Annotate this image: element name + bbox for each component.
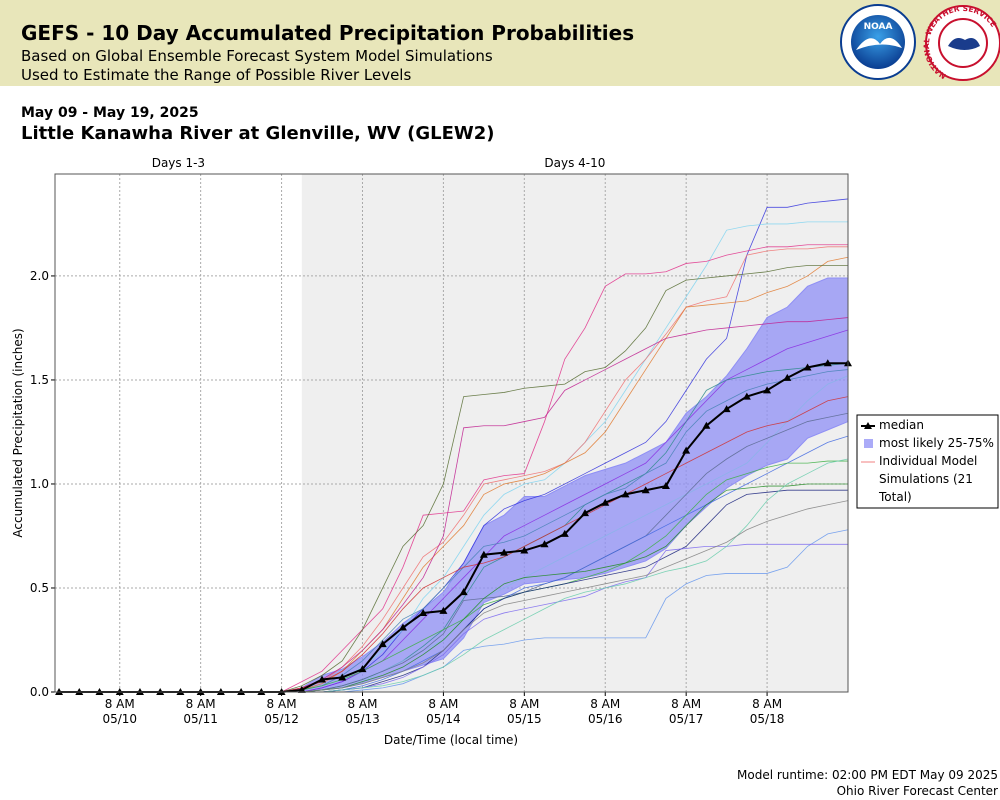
median-marker: [358, 665, 367, 673]
median-marker: [500, 548, 509, 556]
median-marker: [661, 482, 670, 490]
median-marker: [318, 675, 327, 683]
median-marker: [742, 392, 751, 400]
noaa-logo: NOAA: [840, 4, 916, 80]
simulation-line: [281, 500, 849, 693]
header-band: [0, 0, 1000, 86]
logo-text: NOAA: [864, 22, 893, 32]
x-tick-label: 8 AM 05/15: [507, 697, 542, 726]
median-marker: [479, 550, 488, 558]
legend-label: most likely 25-75%: [879, 436, 994, 450]
simulation-line: [281, 543, 848, 693]
legend-band-swatch: [864, 439, 873, 448]
legend-median-marker: [864, 422, 872, 429]
simulation-line: [281, 317, 849, 693]
simulation-line: [281, 435, 849, 693]
median-marker: [823, 359, 832, 367]
y-tick-label: 0.0: [30, 685, 49, 699]
y-tick-label: 2.0: [30, 269, 49, 283]
x-tick-label: 8 AM 05/11: [183, 697, 218, 726]
footer-center: Ohio River Forecast Center: [837, 784, 998, 798]
logo-bird: [856, 37, 902, 50]
region-label: Days 4-10: [544, 156, 605, 170]
median-marker: [378, 640, 387, 648]
header-subtitle: Based on Global Ensemble Forecast System…: [21, 47, 493, 65]
median-marker: [398, 623, 407, 631]
median-marker: [803, 363, 812, 371]
median-marker: [621, 490, 630, 498]
date-range: May 09 - May 19, 2025: [21, 105, 199, 121]
simulation-line: [281, 244, 848, 693]
median-marker: [722, 405, 731, 413]
legend-label: Individual Model Simulations (21 Total): [879, 454, 978, 504]
simulation-line: [281, 483, 848, 693]
x-tick-label: 8 AM 05/14: [426, 697, 461, 726]
simulation-line: [281, 489, 848, 693]
region-label: Days 1-3: [152, 156, 205, 170]
median-marker: [601, 498, 610, 506]
y-tick-label: 1.5: [30, 373, 49, 387]
simulation-line: [281, 369, 849, 693]
footer-runtime: Model runtime: 02:00 PM EDT May 09 2025: [737, 768, 998, 782]
median-marker: [338, 673, 347, 681]
simulation-line: [281, 198, 849, 693]
x-tick-label: 8 AM 05/17: [668, 697, 704, 726]
x-tick-label: 8 AM 05/16: [587, 697, 623, 726]
simulation-line: [281, 458, 849, 693]
median-marker: [581, 509, 590, 517]
x-axis-label: Date/Time (local time): [384, 733, 518, 747]
median-marker: [763, 386, 772, 394]
simulation-line: [281, 265, 848, 693]
header-subtitle: Used to Estimate the Range of Possible R…: [21, 66, 411, 84]
y-tick-label: 1.0: [30, 477, 49, 491]
median-marker: [783, 373, 792, 381]
y-tick-label: 0.5: [30, 581, 49, 595]
x-tick-label: 8 AM 05/10: [102, 697, 138, 726]
legend-box: [856, 414, 999, 509]
median-marker: [439, 606, 448, 614]
nws-logo: NATIONAL WEATHER SERVICE: [922, 4, 1000, 81]
simulation-line: [281, 375, 849, 693]
median-marker: [459, 588, 468, 596]
simulation-line: [281, 396, 849, 693]
median-marker: [297, 685, 306, 693]
header-title: GEFS - 10 Day Accumulated Precipitation …: [21, 21, 634, 45]
simulation-line: [281, 529, 849, 693]
x-tick-label: 8 AM 05/12: [264, 697, 299, 726]
median-marker: [540, 540, 549, 548]
median-marker: [641, 486, 650, 494]
median-marker: [560, 529, 569, 537]
median-marker: [682, 446, 691, 454]
logo-cloud: [948, 38, 980, 50]
station-title: Little Kanawha River at Glenville, WV (G…: [21, 123, 494, 144]
plot-frame: [54, 173, 849, 693]
x-tick-label: 8 AM 05/18: [749, 697, 785, 726]
median-marker: [520, 546, 529, 554]
median-marker: [702, 421, 711, 429]
legend-label: median: [879, 418, 924, 432]
region: [55, 174, 302, 692]
x-tick-label: 8 AM 05/13: [345, 697, 380, 726]
y-axis-label: Accumulated Precipitation (inches): [11, 328, 25, 537]
median-marker: [419, 608, 428, 616]
